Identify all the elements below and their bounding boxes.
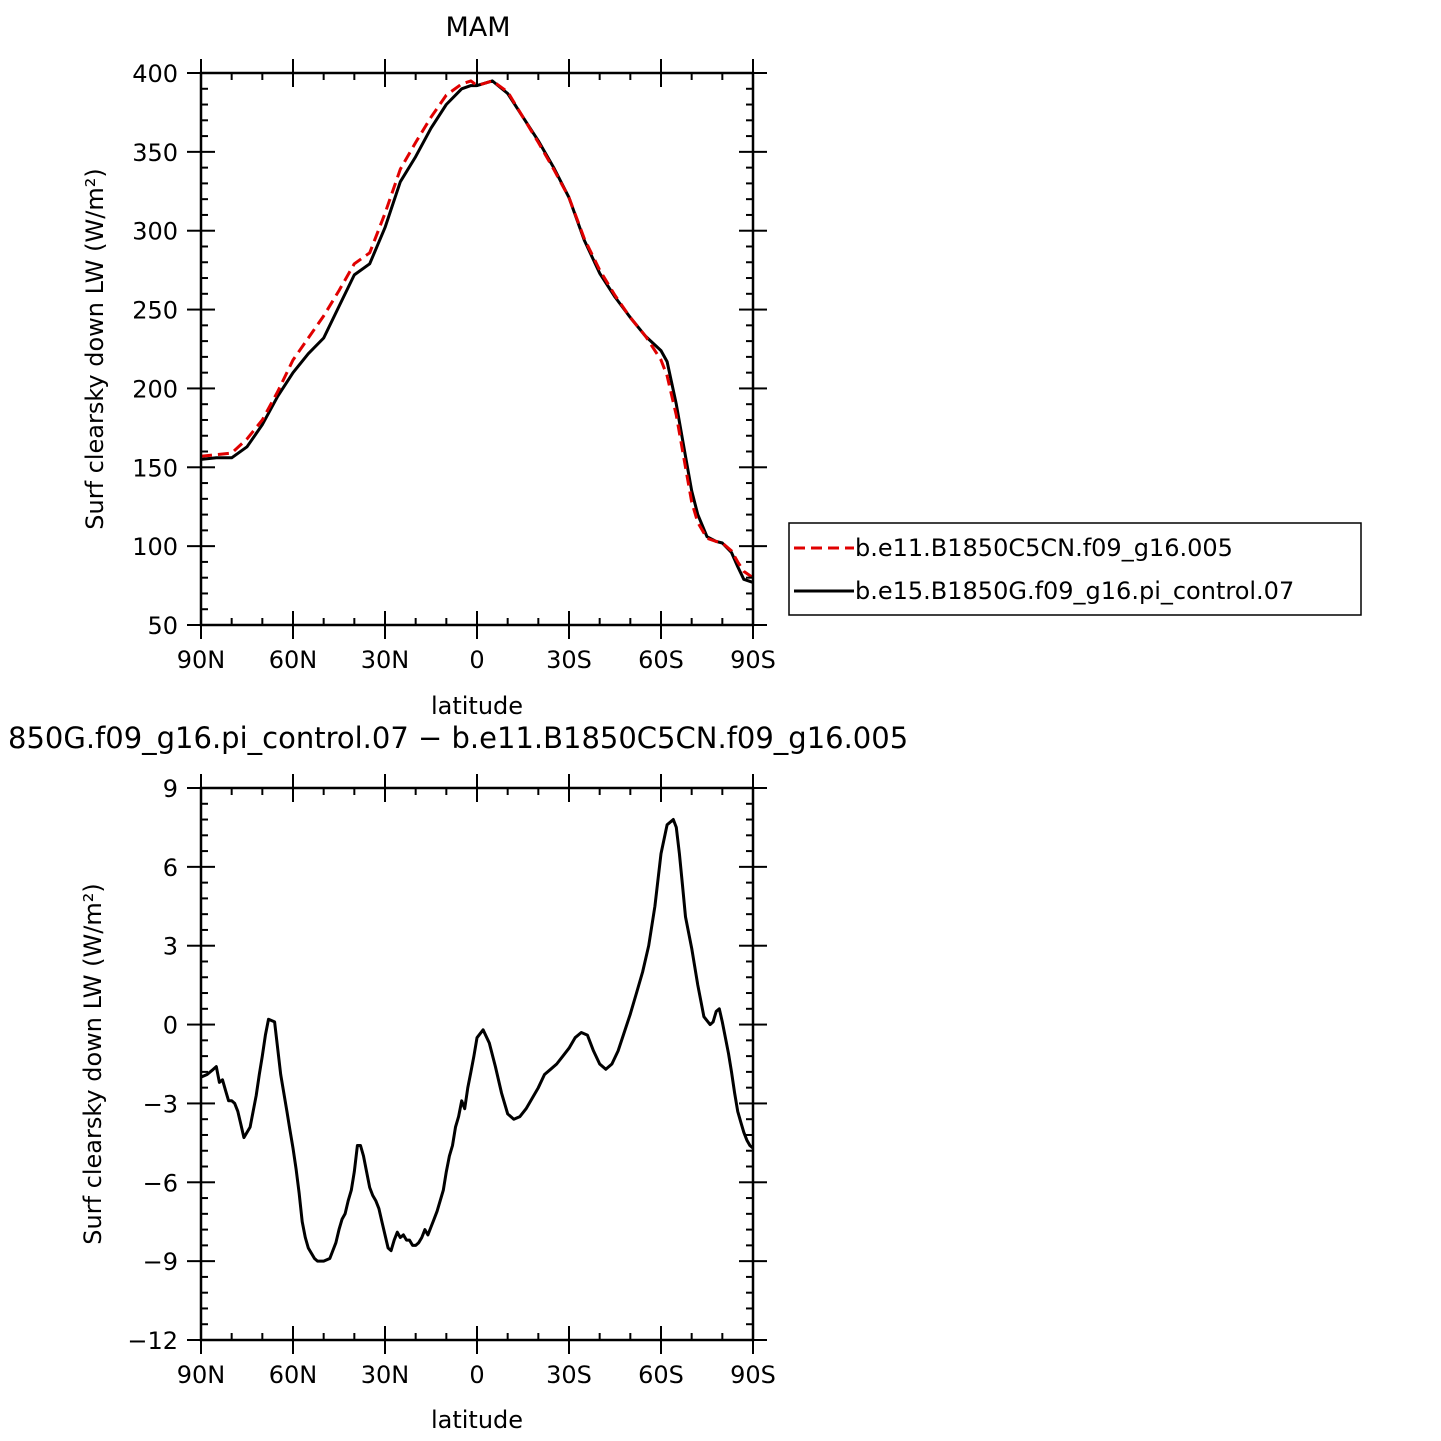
p0-x-tick-label: 60S <box>638 646 684 674</box>
top-ticks: 90N 60N 30N 0 30S 60S 90S 50 100 150 200 250 300 350 4… <box>132 59 776 674</box>
p1-y-tick-label: 9 <box>163 775 178 803</box>
p1-x-tick-label: 90N <box>177 1361 226 1389</box>
p0-x-tick-label: 60N <box>269 646 318 674</box>
top-x-axis-label: latitude <box>431 692 523 720</box>
legend-box <box>788 522 1362 616</box>
top-chart-title: MAM <box>445 12 510 43</box>
p1-y-tick-label: 3 <box>163 933 178 961</box>
p0-y-tick-label: 150 <box>132 454 178 482</box>
top-series-group <box>200 79 754 584</box>
bottom-chart-title: 850G.f09_g16.pi_control.07 − b.e11.B1850… <box>8 721 908 755</box>
p1-y-tick-label: −9 <box>143 1248 178 1276</box>
p1-x-tick-label: 60S <box>638 1361 684 1389</box>
top-plot-frame <box>199 71 755 627</box>
p1-y-tick-label: −3 <box>143 1090 178 1118</box>
bottom-x-axis-label: latitude <box>431 1406 523 1434</box>
legend-entry-0: b.e11.B1850C5CN.f09_g16.005 <box>855 534 1233 562</box>
top-y-axis-label: Surf clearsky down LW (W/m²) <box>81 168 109 529</box>
p1-x-tick-label: 60N <box>269 1361 318 1389</box>
p0-x-tick-label: 30N <box>361 646 410 674</box>
p1-series-0-line <box>200 818 754 1263</box>
p0-y-tick-label: 200 <box>132 375 178 403</box>
p1-x-tick-label: 90S <box>730 1361 776 1389</box>
legend: b.e11.B1850C5CN.f09_g16.005 b.e15.B1850G… <box>788 522 1362 616</box>
p1-y-tick-label: 0 <box>163 1012 178 1040</box>
p0-x-tick-label: 30S <box>546 646 592 674</box>
p0-y-tick-label: 100 <box>132 533 178 561</box>
p1-y-tick-label: −12 <box>127 1327 178 1355</box>
legend-entry-1: b.e15.B1850G.f09_g16.pi_control.07 <box>855 577 1294 605</box>
bottom-chart: 850G.f09_g16.pi_control.07 − b.e11.B1850… <box>8 721 908 1434</box>
p0-series-1-line <box>200 79 754 584</box>
p0-x-tick-label: 0 <box>469 646 484 674</box>
top-chart: MAM 90N 60N 30N 0 30S 60S 90S 50 100 150 200 250 300… <box>81 12 776 720</box>
p0-y-tick-label: 350 <box>132 139 178 167</box>
p0-y-tick-label: 50 <box>147 612 178 640</box>
bottom-y-axis-label: Surf clearsky down LW (W/m²) <box>79 883 107 1244</box>
p0-series-0-line <box>200 79 754 579</box>
p1-x-tick-label: 30S <box>546 1361 592 1389</box>
p1-y-tick-label: −6 <box>143 1169 178 1197</box>
p1-y-tick-label: 6 <box>163 854 178 882</box>
p0-y-tick-label: 400 <box>132 60 178 88</box>
p0-y-tick-label: 250 <box>132 297 178 325</box>
bottom-series-group <box>200 818 754 1263</box>
p1-x-tick-label: 0 <box>469 1361 484 1389</box>
bottom-ticks: 90N 60N 30N 0 30S 60S 90S −12 −9 −6 −3 0 3 6 9 <box>127 774 776 1389</box>
p0-y-tick-label: 300 <box>132 218 178 246</box>
p0-x-tick-label: 90N <box>177 646 226 674</box>
p0-x-tick-label: 90S <box>730 646 776 674</box>
bottom-plot-frame <box>199 786 755 1342</box>
p1-x-tick-label: 30N <box>361 1361 410 1389</box>
